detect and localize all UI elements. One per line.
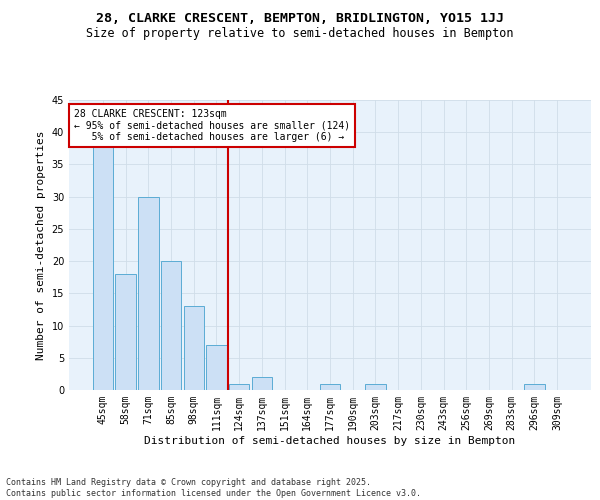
Bar — [251, 377, 272, 390]
Bar — [206, 345, 227, 390]
Bar — [229, 384, 250, 390]
Bar — [93, 145, 113, 390]
X-axis label: Distribution of semi-detached houses by size in Bempton: Distribution of semi-detached houses by … — [145, 436, 515, 446]
Bar — [184, 306, 204, 390]
Bar — [365, 384, 386, 390]
Y-axis label: Number of semi-detached properties: Number of semi-detached properties — [36, 130, 46, 360]
Bar — [524, 384, 545, 390]
Text: 28 CLARKE CRESCENT: 123sqm
← 95% of semi-detached houses are smaller (124)
   5%: 28 CLARKE CRESCENT: 123sqm ← 95% of semi… — [74, 108, 350, 142]
Bar — [115, 274, 136, 390]
Bar — [320, 384, 340, 390]
Bar — [161, 261, 181, 390]
Text: 28, CLARKE CRESCENT, BEMPTON, BRIDLINGTON, YO15 1JJ: 28, CLARKE CRESCENT, BEMPTON, BRIDLINGTO… — [96, 12, 504, 26]
Bar — [138, 196, 158, 390]
Text: Contains HM Land Registry data © Crown copyright and database right 2025.
Contai: Contains HM Land Registry data © Crown c… — [6, 478, 421, 498]
Text: Size of property relative to semi-detached houses in Bempton: Size of property relative to semi-detach… — [86, 28, 514, 40]
